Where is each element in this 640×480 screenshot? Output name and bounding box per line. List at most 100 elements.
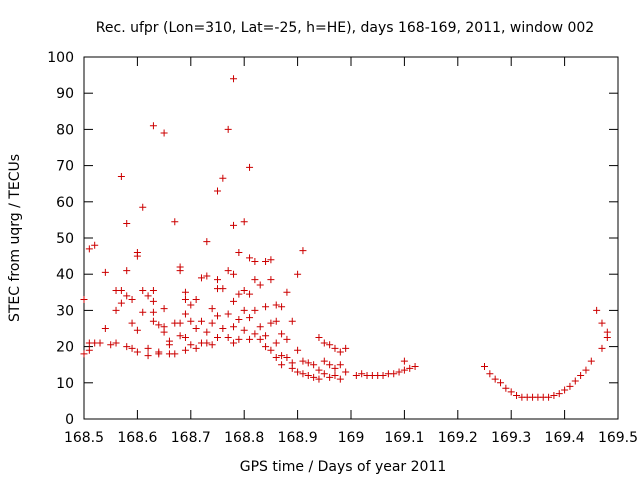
data-point <box>155 350 163 358</box>
data-point <box>246 163 254 171</box>
data-point <box>571 377 579 385</box>
data-point <box>267 319 275 327</box>
data-point <box>230 221 238 229</box>
data-point <box>139 308 147 316</box>
data-point <box>123 220 131 228</box>
data-point <box>101 268 109 276</box>
data-point <box>294 270 302 278</box>
data-point <box>149 122 157 130</box>
x-tick-label: 168.7 <box>171 430 211 446</box>
x-axis: 168.5 168.6 168.7 168.8 168.9 169 169.1 169.2 16… <box>64 57 638 446</box>
data-point <box>267 346 275 354</box>
data-point <box>502 384 510 392</box>
data-point <box>411 363 419 371</box>
y-tick-label: 90 <box>56 86 74 102</box>
data-point <box>246 314 254 322</box>
data-point <box>315 375 323 383</box>
data-point <box>278 303 286 311</box>
data-point <box>219 174 227 182</box>
data-point <box>144 344 152 352</box>
data-point <box>336 375 344 383</box>
data-point <box>85 245 93 253</box>
data-point <box>235 335 243 343</box>
data-point <box>358 370 366 378</box>
x-axis-label: GPS time / Days of year 2011 <box>240 459 447 475</box>
data-point <box>128 344 136 352</box>
data-point <box>262 332 270 340</box>
data-point <box>192 325 200 332</box>
data-point <box>123 267 131 275</box>
y-tick-label: 80 <box>56 122 74 138</box>
data-point <box>171 218 179 226</box>
data-point <box>117 286 125 294</box>
data-point <box>256 323 264 331</box>
data-point <box>598 319 606 327</box>
data-point <box>219 285 227 293</box>
data-point <box>176 319 184 327</box>
data-point <box>278 361 286 369</box>
data-point <box>230 270 238 278</box>
data-point <box>251 330 259 338</box>
data-point <box>513 391 521 399</box>
x-tick-label: 168.5 <box>64 430 104 446</box>
data-point <box>181 346 189 354</box>
data-point <box>101 325 109 332</box>
data-point <box>117 172 125 180</box>
data-point <box>326 341 334 349</box>
data-point <box>123 343 131 351</box>
data-point <box>395 368 403 376</box>
data-point <box>561 386 569 394</box>
data-point <box>240 286 248 294</box>
data-point <box>251 258 259 266</box>
x-tick-label: 169.4 <box>545 430 585 446</box>
data-point <box>278 352 286 360</box>
data-point <box>283 288 291 296</box>
data-point <box>176 332 184 340</box>
data-point <box>181 334 189 342</box>
data-point <box>192 344 200 352</box>
data-point <box>181 310 189 318</box>
y-tick-label: 70 <box>56 159 74 175</box>
data-point <box>299 357 307 365</box>
data-point <box>598 344 606 352</box>
data-point <box>187 341 195 349</box>
data-point <box>133 348 141 356</box>
data-point <box>171 350 179 358</box>
data-point <box>379 372 387 380</box>
y-axis-label: STEC from uqrg / TECUs <box>7 154 23 322</box>
data-point <box>139 203 147 211</box>
data-point <box>262 303 270 311</box>
data-point <box>400 366 408 374</box>
data-point <box>160 305 168 313</box>
data-point <box>336 348 344 356</box>
y-tick-label: 50 <box>56 231 74 247</box>
data-point <box>181 296 189 304</box>
data-point <box>224 125 232 133</box>
data-point <box>96 339 104 347</box>
data-point <box>133 252 141 260</box>
data-point <box>214 187 221 195</box>
data-point <box>267 276 275 284</box>
data-point <box>80 296 88 304</box>
x-tick-label: 169.3 <box>491 430 531 446</box>
data-point <box>283 353 291 361</box>
data-point <box>144 292 152 300</box>
data-point <box>203 238 211 246</box>
data-point <box>304 372 312 380</box>
data-point <box>149 297 157 305</box>
data-point <box>294 368 302 376</box>
x-tick-label: 168.8 <box>224 430 264 446</box>
data-point <box>288 317 296 325</box>
data-point <box>545 393 553 401</box>
data-point <box>310 373 318 381</box>
data-point <box>262 343 270 351</box>
data-point <box>91 241 99 249</box>
data-point <box>326 373 334 381</box>
data-point <box>320 339 328 347</box>
data-point <box>128 296 136 304</box>
y-tick-label: 100 <box>47 50 74 66</box>
data-point <box>400 357 408 365</box>
data-point <box>187 317 195 325</box>
y-tick-label: 40 <box>56 267 74 283</box>
